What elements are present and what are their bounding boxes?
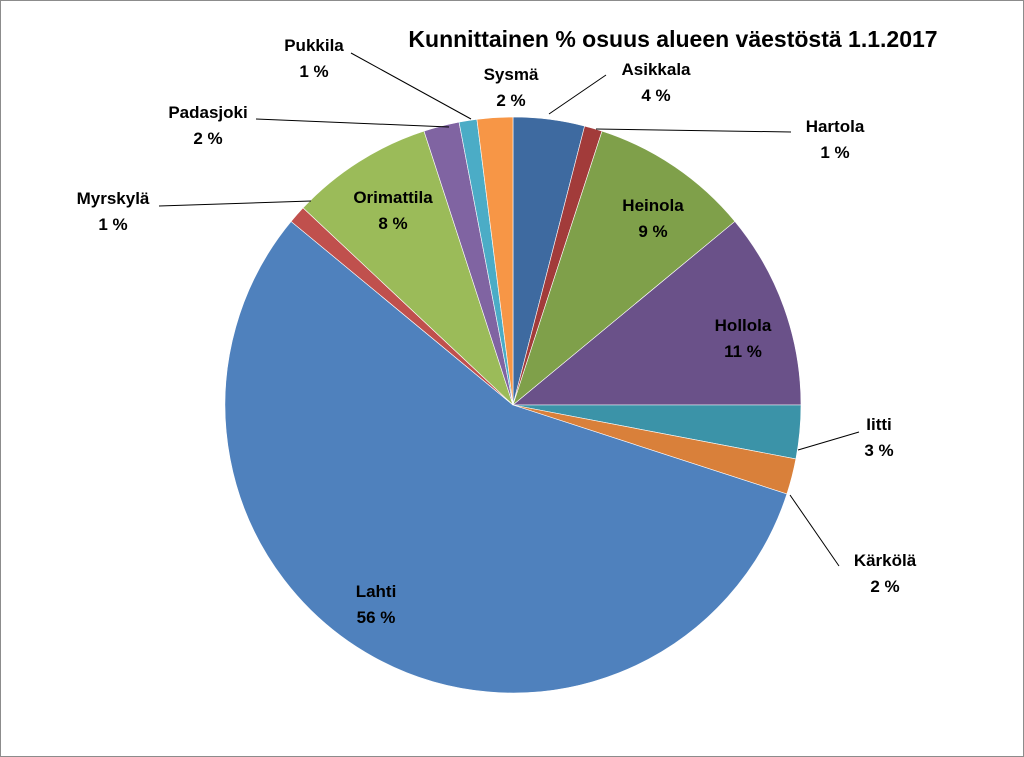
slice-name-label: Hartola <box>806 117 865 136</box>
slice-name-label: Sysmä <box>484 65 539 84</box>
slice-name-label: Kärkölä <box>854 551 917 570</box>
slice-percent-label: 1 % <box>98 215 127 234</box>
pie-slice-lahti <box>224 220 788 694</box>
slice-percent-label: 2 % <box>870 577 899 596</box>
slice-percent-label: 1 % <box>820 143 849 162</box>
leader-line-pukkila <box>350 52 472 120</box>
slice-percent-label: 11 % <box>724 342 762 361</box>
slice-name-label: Hollola <box>715 316 772 335</box>
leader-line-iitti <box>797 431 860 451</box>
slice-name-label: Orimattila <box>353 188 433 207</box>
slice-name-label: Pukkila <box>284 36 344 55</box>
slice-name-label: Iitti <box>866 415 892 434</box>
pie-slice-heinola <box>512 130 736 406</box>
leader-lines <box>158 52 860 567</box>
slice-name-label: Lahti <box>356 582 397 601</box>
leader-line-myrskylä <box>158 200 312 207</box>
leader-line-asikkala <box>548 74 607 115</box>
leader-line-hartola <box>595 128 792 133</box>
slice-percent-label: 2 % <box>193 129 222 148</box>
slice-name-label: Heinola <box>622 196 684 215</box>
slice-labels: Asikkala 4 % Hartola 1 % Heinola 9 % Hollola 11… <box>77 36 917 627</box>
pie-slice-sysmä <box>476 116 514 406</box>
pie-slice-orimattila <box>302 130 514 406</box>
chart-title: Kunnittainen % osuus alueen väestöstä 1.… <box>408 26 937 52</box>
pie-slice-hollola <box>512 220 802 406</box>
leader-line-kärkölä <box>789 494 840 567</box>
leader-line-padasjoki <box>255 118 450 128</box>
slice-name-label: Asikkala <box>622 60 692 79</box>
slice-percent-label: 3 % <box>864 441 893 460</box>
slice-name-label: Padasjoki <box>168 103 247 122</box>
slice-percent-label: 1 % <box>299 62 328 81</box>
slice-name-label: Myrskylä <box>77 189 150 208</box>
slice-percent-label: 9 % <box>638 222 667 241</box>
slice-percent-label: 8 % <box>378 214 407 233</box>
slice-percent-label: 2 % <box>496 91 525 110</box>
slice-percent-label: 56 % <box>357 608 396 627</box>
pie-slices <box>224 116 802 694</box>
slice-percent-label: 4 % <box>641 86 670 105</box>
